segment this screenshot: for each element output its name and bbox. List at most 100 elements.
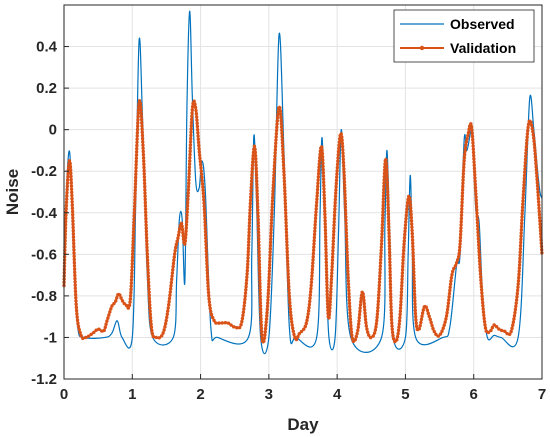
series-validation-marker bbox=[274, 128, 279, 133]
series-validation-marker bbox=[408, 199, 412, 204]
series-validation-marker bbox=[257, 269, 262, 273]
series-validation-marker bbox=[169, 284, 173, 288]
series-validation-marker bbox=[315, 187, 320, 192]
series-validation-marker bbox=[69, 187, 74, 191]
series-validation-marker bbox=[477, 259, 482, 263]
series-validation-marker bbox=[320, 145, 324, 149]
series-validation-marker bbox=[141, 143, 145, 147]
series-validation-marker bbox=[412, 292, 417, 297]
series-validation-marker bbox=[414, 318, 418, 322]
series-validation-marker bbox=[257, 237, 261, 241]
series-validation-marker bbox=[154, 335, 158, 340]
series-validation-marker bbox=[131, 239, 135, 244]
series-validation-marker bbox=[410, 238, 415, 242]
series-validation-marker bbox=[258, 294, 262, 299]
series-validation-marker bbox=[133, 182, 138, 186]
series-validation-marker bbox=[176, 233, 181, 237]
series-validation-marker bbox=[269, 221, 274, 225]
series-validation-marker bbox=[263, 326, 268, 331]
series-validation-marker bbox=[255, 201, 260, 206]
series-validation-marker bbox=[426, 311, 430, 316]
series-validation-marker bbox=[411, 247, 415, 252]
series-validation-marker bbox=[259, 313, 263, 318]
series-validation-marker bbox=[473, 173, 477, 177]
series-validation-marker bbox=[396, 328, 401, 333]
series-validation-marker bbox=[346, 266, 350, 270]
series-validation-marker bbox=[205, 265, 209, 269]
series-validation-marker bbox=[362, 301, 366, 306]
series-validation-marker bbox=[145, 258, 150, 262]
series-validation-marker bbox=[201, 194, 206, 199]
series-validation-marker bbox=[357, 319, 361, 323]
series-validation-marker bbox=[189, 120, 194, 125]
series-validation-marker bbox=[520, 212, 524, 216]
series-validation-marker bbox=[333, 204, 337, 208]
series-validation-marker bbox=[395, 338, 399, 342]
series-validation-marker bbox=[348, 314, 352, 318]
series-validation-marker bbox=[204, 239, 208, 244]
series-validation-marker bbox=[313, 226, 317, 230]
series-validation-marker bbox=[200, 182, 205, 186]
series-validation-marker bbox=[518, 260, 522, 264]
series-validation-marker bbox=[266, 301, 270, 305]
series-validation-marker bbox=[278, 112, 283, 116]
series-validation-marker bbox=[258, 307, 263, 311]
series-validation-marker bbox=[412, 270, 416, 274]
series-validation-marker bbox=[475, 211, 479, 215]
series-validation-marker bbox=[413, 315, 418, 319]
series-validation-marker bbox=[380, 238, 384, 243]
series-validation-marker bbox=[474, 205, 479, 209]
series-validation-marker bbox=[356, 322, 361, 326]
series-validation-marker bbox=[505, 331, 509, 336]
series-validation-group bbox=[62, 99, 544, 344]
legend-box bbox=[393, 9, 535, 63]
series-validation-marker bbox=[257, 243, 261, 247]
series-validation-marker bbox=[290, 323, 294, 327]
series-validation-marker bbox=[258, 281, 262, 286]
series-validation-marker bbox=[200, 175, 204, 180]
series-validation-marker bbox=[147, 290, 151, 294]
series-validation-marker bbox=[268, 253, 272, 257]
series-validation-marker bbox=[343, 212, 348, 216]
series-validation-marker bbox=[342, 173, 346, 178]
series-validation-marker bbox=[287, 291, 291, 295]
series-validation-marker bbox=[120, 299, 125, 303]
series-validation-marker bbox=[414, 321, 418, 325]
series-validation-marker bbox=[282, 185, 287, 190]
series-validation-marker bbox=[69, 174, 73, 179]
series-validation-marker bbox=[271, 192, 275, 197]
series-validation-marker bbox=[144, 223, 148, 227]
series-validation-marker bbox=[417, 327, 422, 331]
series-validation-marker bbox=[187, 168, 192, 173]
series-validation-marker bbox=[289, 313, 293, 318]
series-validation-marker bbox=[419, 320, 423, 325]
y-tick-label: -1 bbox=[44, 329, 57, 346]
series-validation-marker bbox=[405, 201, 410, 205]
series-validation-marker bbox=[380, 226, 384, 230]
series-validation-marker bbox=[411, 254, 415, 258]
series-validation-marker bbox=[257, 259, 262, 263]
series-validation-marker bbox=[203, 226, 208, 231]
series-validation-marker bbox=[454, 261, 459, 265]
series-validation-marker bbox=[535, 184, 540, 188]
series-validation-marker bbox=[466, 130, 471, 135]
series-validation-marker bbox=[409, 215, 414, 220]
series-validation-marker bbox=[331, 242, 335, 246]
series-validation-marker bbox=[285, 249, 289, 254]
series-validation-marker bbox=[336, 153, 340, 157]
series-validation-marker bbox=[299, 329, 304, 334]
series-validation-marker bbox=[329, 277, 334, 282]
series-validation-marker bbox=[126, 306, 130, 310]
series-validation-marker bbox=[142, 165, 146, 170]
series-validation-marker bbox=[150, 331, 155, 336]
series-validation-marker bbox=[256, 217, 260, 222]
series-validation-marker bbox=[401, 261, 405, 266]
series-validation-marker bbox=[203, 223, 207, 228]
series-validation-marker bbox=[189, 133, 193, 138]
series-validation-marker bbox=[199, 169, 203, 173]
series-validation-marker bbox=[381, 203, 385, 208]
series-validation-marker bbox=[141, 156, 146, 160]
series-validation-marker bbox=[70, 200, 74, 204]
series-validation-marker bbox=[387, 231, 391, 235]
series-validation-marker bbox=[480, 291, 484, 295]
